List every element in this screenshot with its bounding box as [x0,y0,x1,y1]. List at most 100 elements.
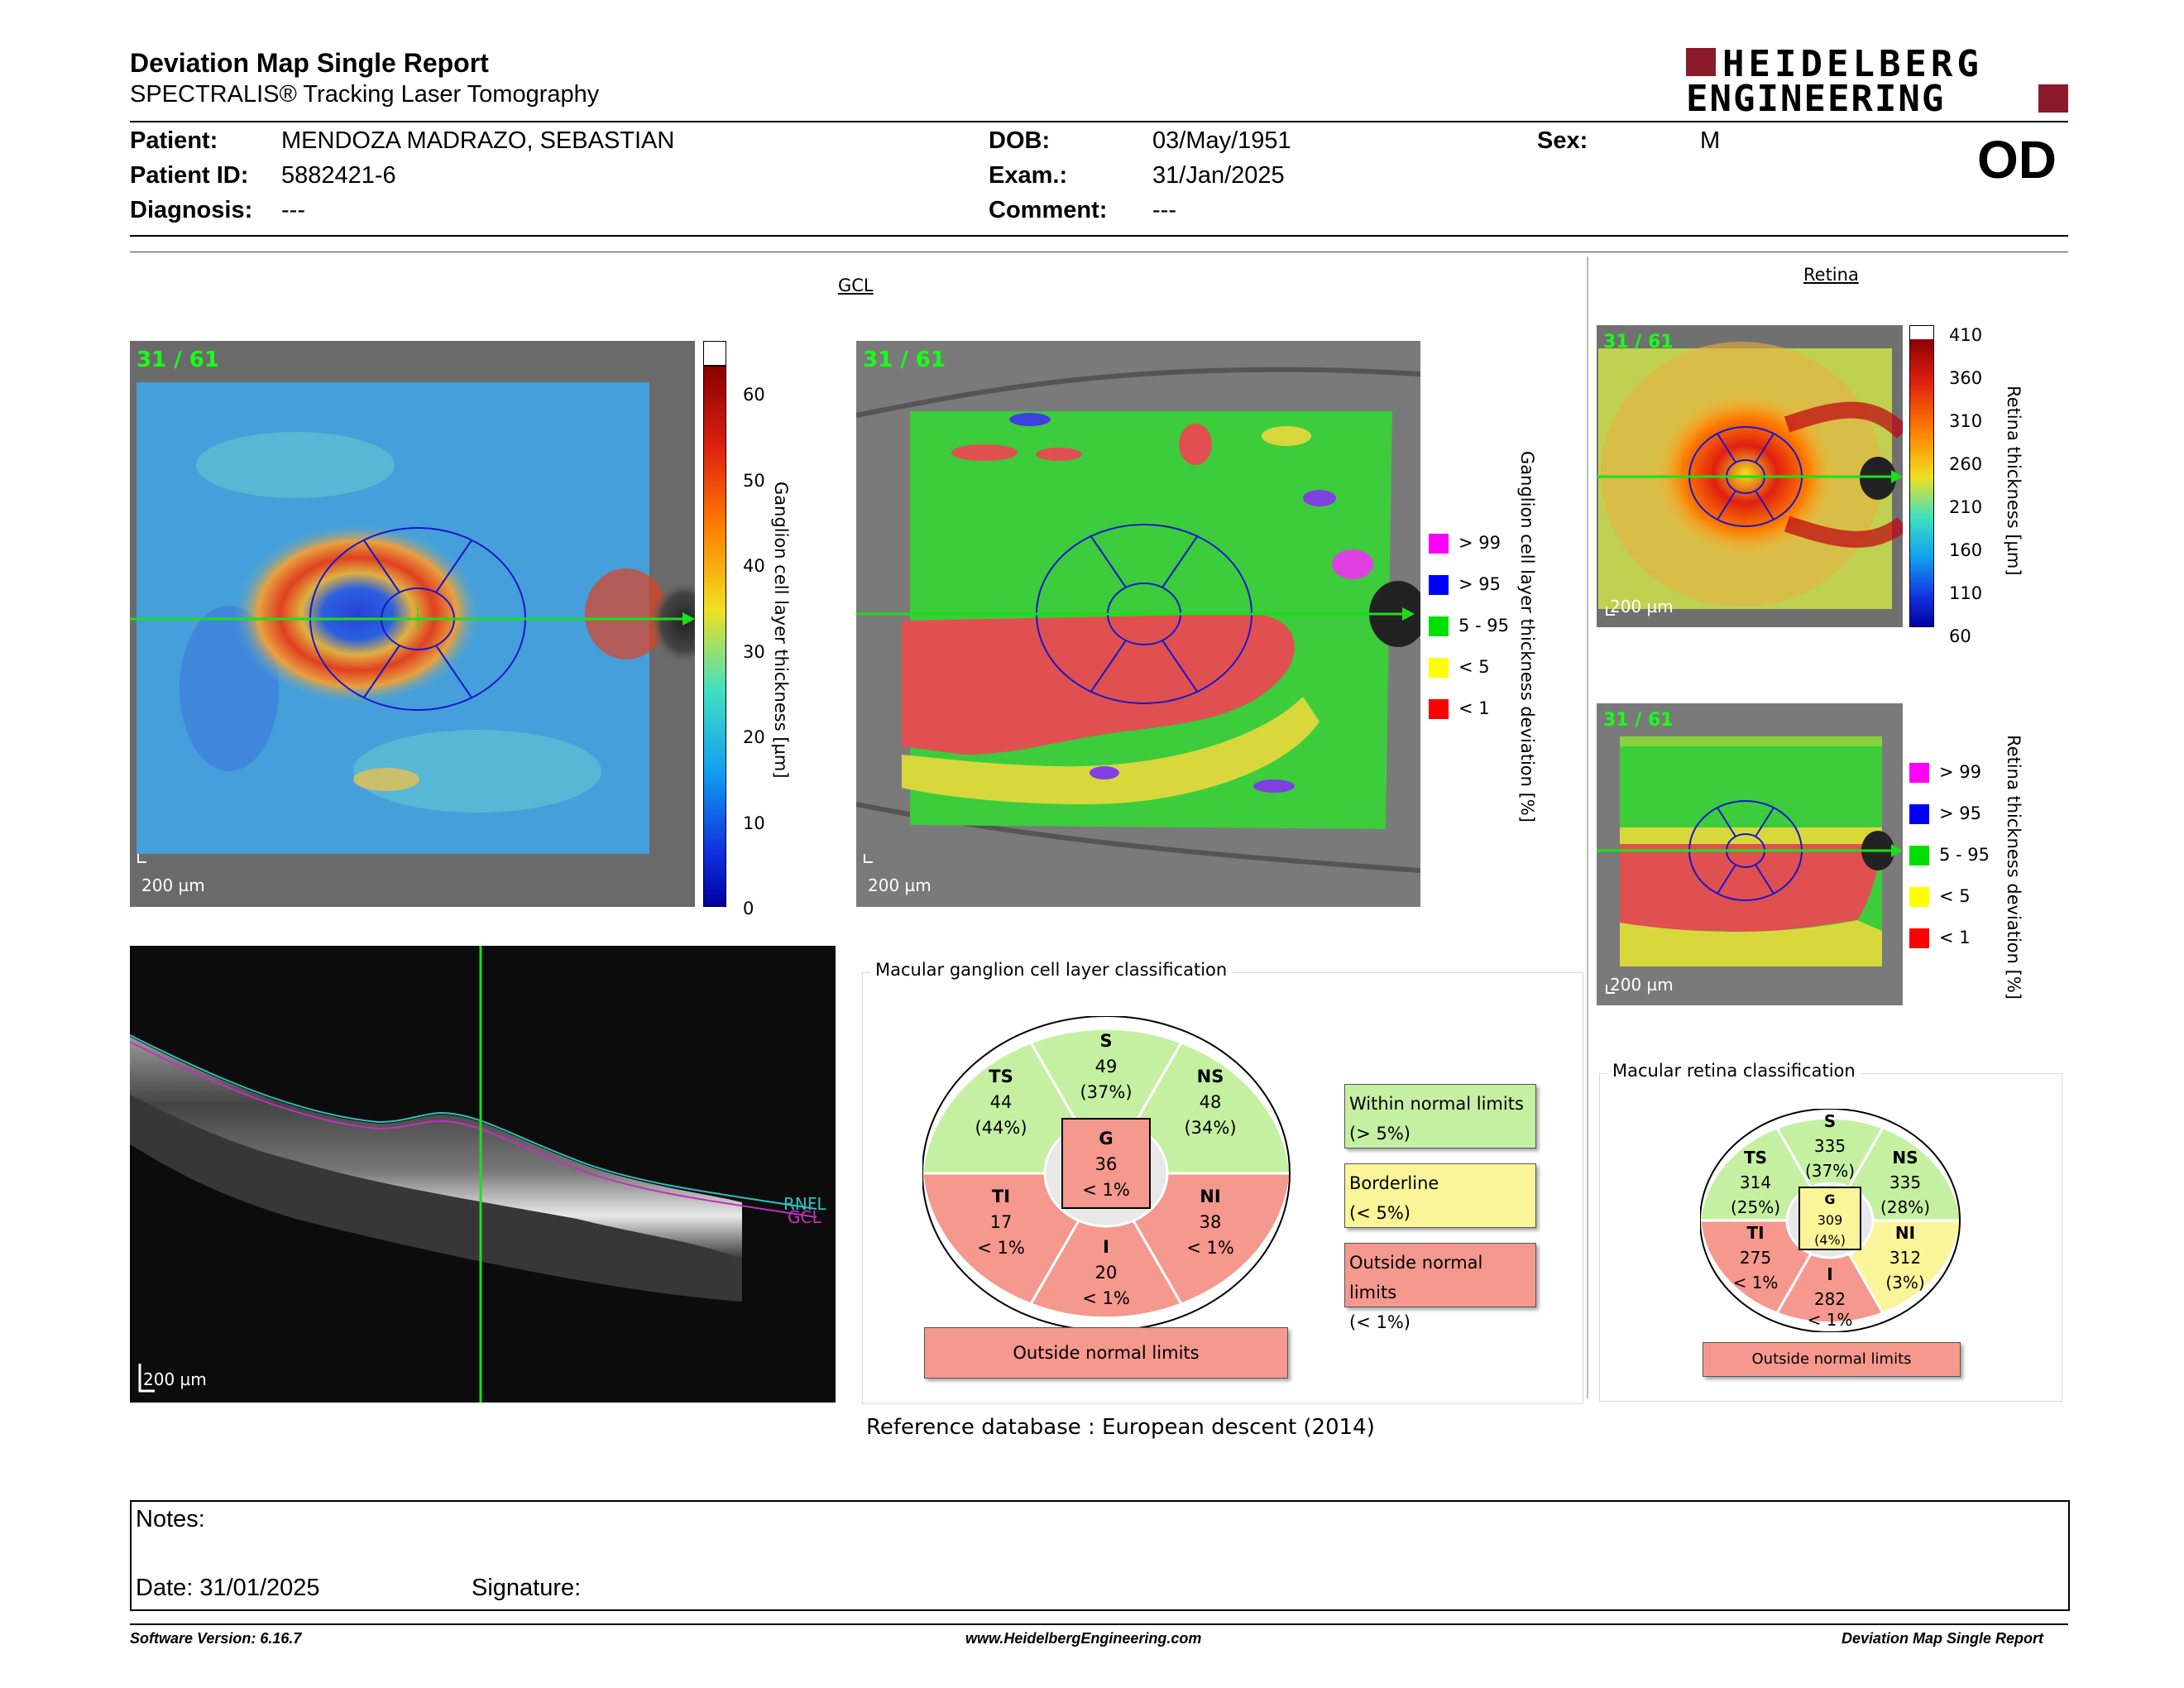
retina-sector-s [1774,1116,1885,1224]
gcl-ti-label: TI [992,1187,1010,1206]
patient-id-label: Patient ID: [130,162,249,189]
retina-deviation-map[interactable]: 31 / 61 200 µm [1597,703,1903,1005]
gcl-thickness-counter: 31 / 61 [136,348,219,372]
retina-tick-label: 410 [1949,325,1983,345]
retina-tick-label: 310 [1949,411,1983,431]
retina-ti-label: TI [1746,1223,1764,1243]
gcl-s-label: S [1099,1031,1112,1051]
gcl-legend-swatch [1429,534,1449,554]
rnfl-label: RNFL [783,1194,826,1214]
retina-sector-chart: S 335 (37%) TS 314 (25%) NS 335 (28%) TI… [1698,1108,1962,1333]
signature-label: Signature: [472,1575,582,1601]
retina-tick-label: 260 [1949,454,1983,474]
retina-deviation-image [1597,703,1903,1005]
gcl-tick-label: 20 [743,727,765,747]
retina-tick-label: 210 [1949,497,1983,517]
gcl-tick-label: 40 [743,556,765,576]
gcl-legend-label: < 5 [1458,657,1490,677]
vertical-divider [1587,257,1588,1398]
retina-thickness-axis-title: Retina thickness [µm] [2004,386,2024,576]
legend-within-normal: Within normal limits (> 5%) [1344,1084,1536,1149]
gcl-deviation-counter: 31 / 61 [863,348,946,372]
retina-g-pct: (4%) [1814,1232,1846,1248]
gcl-legend-label: 5 - 95 [1458,616,1510,635]
website: www.HeidelbergEngineering.com [965,1630,1202,1647]
retina-legend-swatch [1909,763,1929,783]
legend-borderline-line2: (< 5%) [1349,1203,1410,1223]
heidelberg-logo: HEIDELBERG ENGINEERING [1686,43,2068,120]
logo-mark-icon [1686,48,2068,113]
report-subtitle: SPECTRALIS® Tracking Laser Tomography [130,81,600,108]
retina-result-box: Outside normal limits [1703,1342,1961,1377]
gcl-ni-label: NI [1200,1187,1220,1206]
gcl-legend-swatch [1429,575,1449,595]
gcl-sector-i [1028,1170,1184,1320]
retina-deviation-scale: 200 µm [1610,975,1674,995]
dob-label: DOB: [989,127,1051,154]
gcl-i-label: I [1103,1237,1109,1257]
patient-divider [130,235,2068,237]
footer-report-name: Deviation Map Single Report [1842,1630,2044,1647]
gcl-deviation-image [856,341,1420,907]
gcl-ns-value: 48 [1200,1092,1222,1112]
gcl-ti-value: 17 [990,1212,1013,1232]
gcl-tick-label: 60 [743,385,765,405]
gcl-legend-swatch [1429,658,1449,678]
retina-legend-swatch [1909,846,1929,866]
diagnosis-label: Diagnosis: [130,197,253,223]
retina-g-label: G [1824,1192,1835,1207]
retina-s-value: 335 [1814,1136,1846,1156]
retina-s-pct: (37%) [1805,1161,1855,1181]
notes-box[interactable] [130,1500,2070,1611]
gcl-tick-label: 10 [743,813,765,833]
retina-ni-value: 312 [1889,1248,1921,1268]
retina-ti-pct: < 1% [1733,1273,1779,1292]
retina-ns-value: 335 [1889,1172,1921,1192]
gcl-thickness-image [130,341,695,907]
gcl-ns-pct: (34%) [1184,1118,1236,1138]
software-version: Software Version: 6.16.7 [130,1630,302,1647]
retina-i-pct: < 1% [1808,1310,1853,1330]
gcl-sector-s [1028,1027,1184,1177]
gcl-tick-label: 30 [743,641,765,662]
eye-label: OD [1977,130,2057,189]
retina-tick-label: 60 [1949,626,1971,646]
oct-bscan[interactable]: RNFL GCL 200 µm [130,946,836,1403]
gcl-legend-label: < 1 [1458,698,1490,718]
retina-legend-swatch [1909,804,1929,824]
retina-section-title: Retina [1803,265,1859,285]
retina-g-value: 309 [1818,1212,1843,1228]
gcl-ni-pct: < 1% [1186,1238,1234,1258]
retina-ns-pct: (28%) [1880,1197,1930,1217]
retina-thickness-scale: 200 µm [1610,597,1674,616]
legend-outside-normal: Outside normal limits (< 1%) [1344,1243,1536,1332]
exam-label: Exam.: [989,162,1068,189]
retina-ns-label: NS [1892,1148,1918,1168]
gcl-legend-label: > 95 [1458,574,1501,594]
logo-line-1: HEIDELBERG [1722,43,1983,85]
retina-ts-label: TS [1744,1148,1767,1168]
gcl-g-value: 36 [1095,1154,1118,1174]
retina-legend-label: > 99 [1939,762,1981,782]
gcl-deviation-axis-title: Ganglion cell layer thickness deviation … [1517,451,1537,822]
sex-value: M [1700,127,1721,154]
retina-ni-pct: (3%) [1885,1273,1924,1292]
date-label: Date: 31/01/2025 [136,1575,320,1601]
gcl-sector-chart: S 49 (37%) TS 44 (44%) NS 48 (34%) TI 17… [921,1015,1292,1331]
gcl-i-value: 20 [1095,1263,1118,1283]
gcl-result-box: Outside normal limits [924,1327,1288,1379]
comment-value: --- [1152,197,1176,223]
retina-thickness-colorbar [1909,325,1934,627]
gcl-classification-title: Macular ganglion cell layer classificati… [870,960,1233,980]
gcl-deviation-scale: 200 µm [868,875,932,895]
gcl-thickness-map[interactable]: 31 / 61 200 µm [130,341,695,907]
patient-name: MENDOZA MADRAZO, SEBASTIAN [281,127,675,154]
notes-label: Notes: [136,1506,205,1532]
retina-ts-value: 314 [1740,1172,1771,1192]
gcl-boundary-label: GCL [788,1207,821,1227]
gcl-legend-label: > 99 [1458,533,1501,553]
retina-legend-label: < 1 [1939,928,1971,947]
legend-outside-line1: Outside normal limits [1349,1253,1483,1302]
retina-thickness-map[interactable]: 31 / 61 200 µm [1597,325,1903,627]
gcl-deviation-map[interactable]: 31 / 61 200 µm [856,341,1420,907]
